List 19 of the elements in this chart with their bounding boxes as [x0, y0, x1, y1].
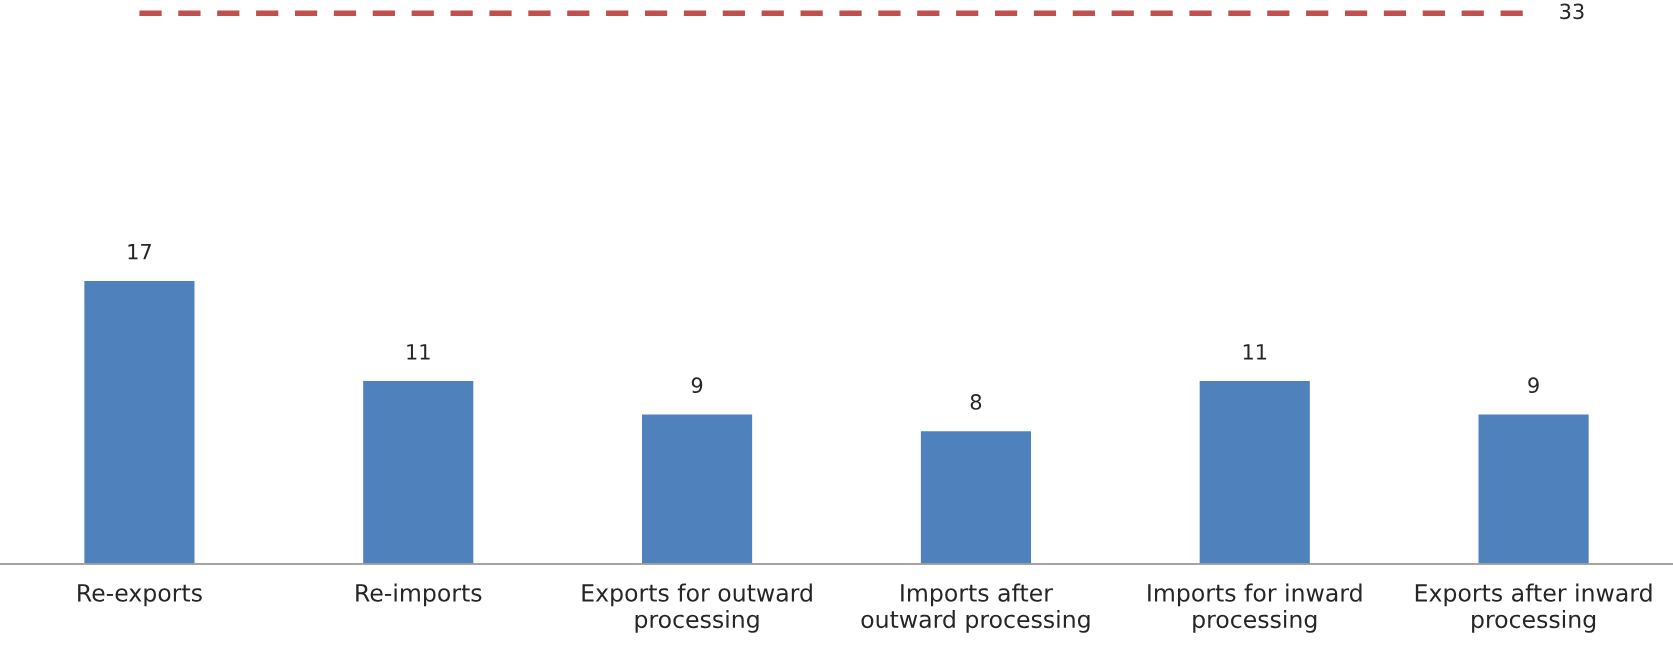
data-label: 11: [407, 344, 430, 360]
x-tick-label: Imports for inward processing: [1148, 583, 1362, 633]
ref-line-label: 33: [1560, 3, 1584, 20]
data-label: 17: [128, 244, 151, 260]
bar: [361, 379, 475, 565]
x-tick-label: Re-imports: [356, 583, 482, 607]
data-label: 8: [970, 394, 982, 410]
x-tick-label: Re-exports: [78, 584, 202, 607]
bar: [1198, 379, 1312, 565]
bar: [640, 413, 754, 565]
x-tick-label: Exports for outward processing: [582, 583, 812, 633]
bar: [919, 429, 1033, 565]
bar: [1477, 413, 1591, 565]
bar: [82, 279, 196, 565]
data-label: 11: [1243, 344, 1267, 360]
data-label: 9: [1528, 377, 1539, 394]
x-tick-label: Imports after outward processing: [861, 583, 1090, 633]
x-tick-label: Exports after inward processing: [1415, 583, 1652, 633]
data-label: 9: [691, 377, 703, 394]
